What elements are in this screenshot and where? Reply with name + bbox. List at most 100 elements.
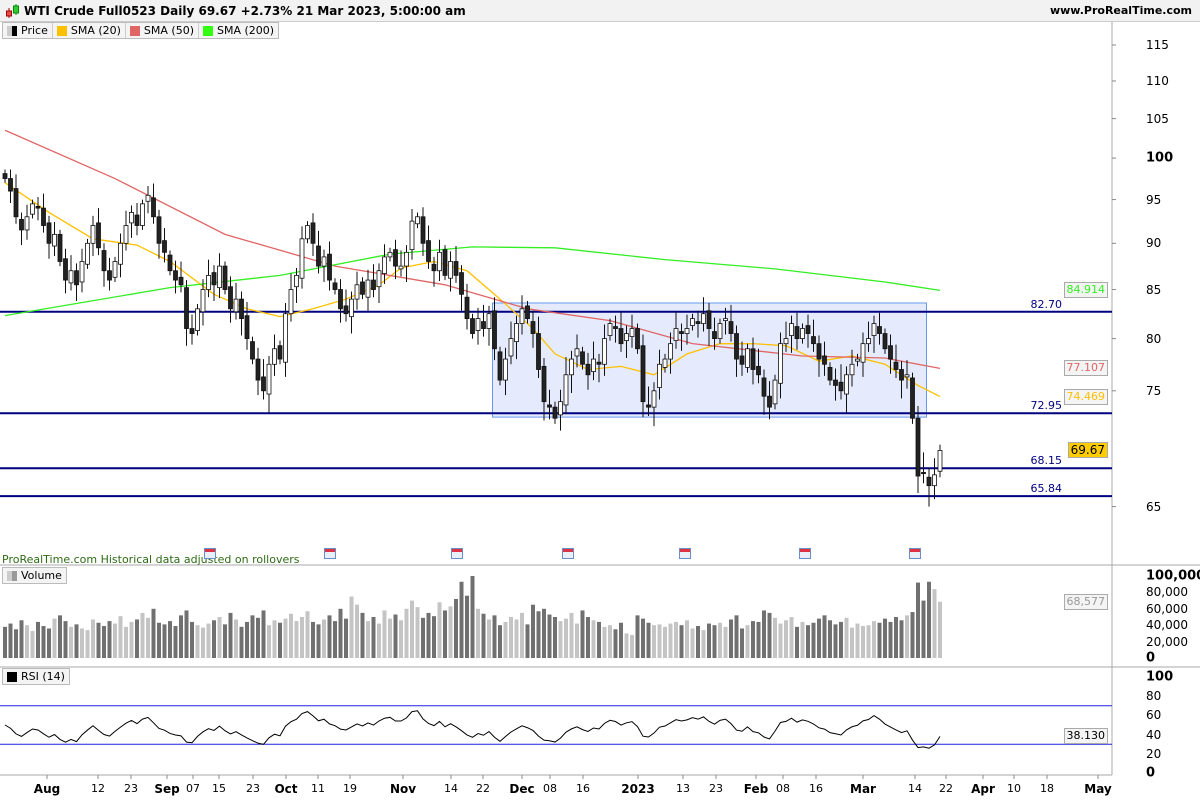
- candle-body: [514, 323, 519, 343]
- candle: [376, 263, 382, 303]
- candle: [596, 353, 602, 383]
- calendar-event-icon[interactable]: [324, 548, 336, 559]
- calendar-event-icon[interactable]: [204, 548, 216, 559]
- candle: [107, 257, 112, 291]
- candle-body: [101, 250, 107, 272]
- date-axis-label: Apr: [971, 782, 995, 796]
- candle-body: [283, 313, 288, 363]
- legend-sma200[interactable]: SMA (200): [199, 23, 278, 38]
- candle: [57, 229, 63, 267]
- volume-bar: [745, 625, 750, 658]
- candle: [19, 212, 24, 246]
- candle: [398, 250, 404, 277]
- candle-body: [926, 476, 932, 487]
- candle-body: [915, 417, 921, 477]
- calendar-event-icon[interactable]: [679, 548, 691, 559]
- price-axis-label: 115: [1146, 38, 1169, 52]
- candle-body: [552, 406, 558, 419]
- candle-body: [327, 253, 332, 281]
- volume-bar: [146, 617, 150, 658]
- candle: [431, 256, 437, 287]
- legend-sma50-label: SMA (50): [143, 24, 194, 37]
- candle: [926, 467, 932, 507]
- volume-legend[interactable]: Volume: [2, 567, 67, 584]
- candle: [618, 311, 624, 352]
- candle: [475, 307, 481, 345]
- candle: [695, 310, 701, 338]
- candle-body: [277, 345, 283, 360]
- candle: [624, 325, 629, 359]
- candle: [646, 386, 651, 416]
- rsi-legend[interactable]: RSI (14): [2, 668, 70, 685]
- volume-bar: [894, 617, 898, 658]
- legend-price[interactable]: Price: [3, 23, 53, 38]
- candle: [52, 222, 57, 256]
- price-axis-label: 65: [1146, 499, 1162, 514]
- volume-bar: [454, 598, 458, 658]
- candle-body: [453, 261, 459, 276]
- candle: [547, 389, 552, 420]
- candle-body: [629, 328, 635, 337]
- candle: [162, 228, 167, 263]
- rsi-axis-label: 40: [1146, 727, 1162, 742]
- candle: [101, 243, 107, 287]
- date-axis-label: 11: [311, 782, 325, 795]
- date-axis-label: 22: [476, 782, 490, 795]
- candle-body: [662, 358, 668, 368]
- candle-body: [68, 270, 74, 284]
- calendar-event-icon[interactable]: [562, 548, 574, 559]
- candle-body: [778, 343, 783, 384]
- legend-sma50[interactable]: SMA (50): [126, 23, 199, 38]
- calendar-event-icon[interactable]: [799, 548, 811, 559]
- candle: [519, 295, 525, 335]
- candle: [35, 197, 41, 221]
- candle-body: [475, 318, 481, 331]
- candle: [266, 355, 272, 413]
- volume-bar: [806, 625, 810, 658]
- candle-body: [178, 276, 184, 286]
- candle-body: [57, 233, 63, 262]
- volume-bar: [630, 635, 634, 658]
- volume-bar: [344, 618, 348, 658]
- candle: [294, 267, 299, 303]
- candle-body: [849, 363, 855, 376]
- date-axis-label: Oct: [274, 782, 298, 796]
- calendar-event-icon[interactable]: [451, 548, 463, 559]
- candle-body: [134, 214, 140, 226]
- candle-body: [684, 328, 690, 334]
- volume-bar: [47, 628, 51, 658]
- candle: [849, 349, 855, 387]
- chart-title: WTI Crude Full0523 Daily 69.67 +2.73% 21…: [24, 4, 466, 18]
- volume-bar: [789, 617, 794, 658]
- candle: [558, 389, 563, 431]
- candle: [79, 248, 85, 293]
- volume-bar: [36, 621, 40, 658]
- legend-sma20[interactable]: SMA (20): [53, 23, 126, 38]
- candle-body: [492, 310, 497, 350]
- site-link[interactable]: www.ProRealTime.com: [1049, 4, 1192, 17]
- volume-bar: [179, 615, 183, 658]
- volume-bar: [437, 602, 442, 658]
- candle-body: [448, 261, 453, 279]
- candle-body: [41, 207, 46, 226]
- candle: [673, 311, 679, 349]
- candle: [442, 245, 448, 281]
- candle: [470, 313, 475, 339]
- volume-bar: [932, 589, 937, 658]
- volume-bar: [272, 620, 277, 658]
- candle: [563, 357, 569, 414]
- volume-bar: [184, 610, 189, 658]
- volume-bar: [135, 619, 139, 658]
- volume-bar: [360, 612, 365, 658]
- candle-body: [123, 225, 129, 244]
- candle: [327, 241, 332, 291]
- candle: [404, 245, 409, 282]
- volume-bar: [718, 622, 722, 658]
- calendar-event-icon[interactable]: [909, 548, 921, 559]
- price-axis-label: 80: [1146, 331, 1162, 346]
- candle-body: [811, 336, 816, 345]
- volume-bar: [734, 615, 739, 658]
- volume-bar: [19, 620, 24, 658]
- volume-bar: [470, 576, 475, 658]
